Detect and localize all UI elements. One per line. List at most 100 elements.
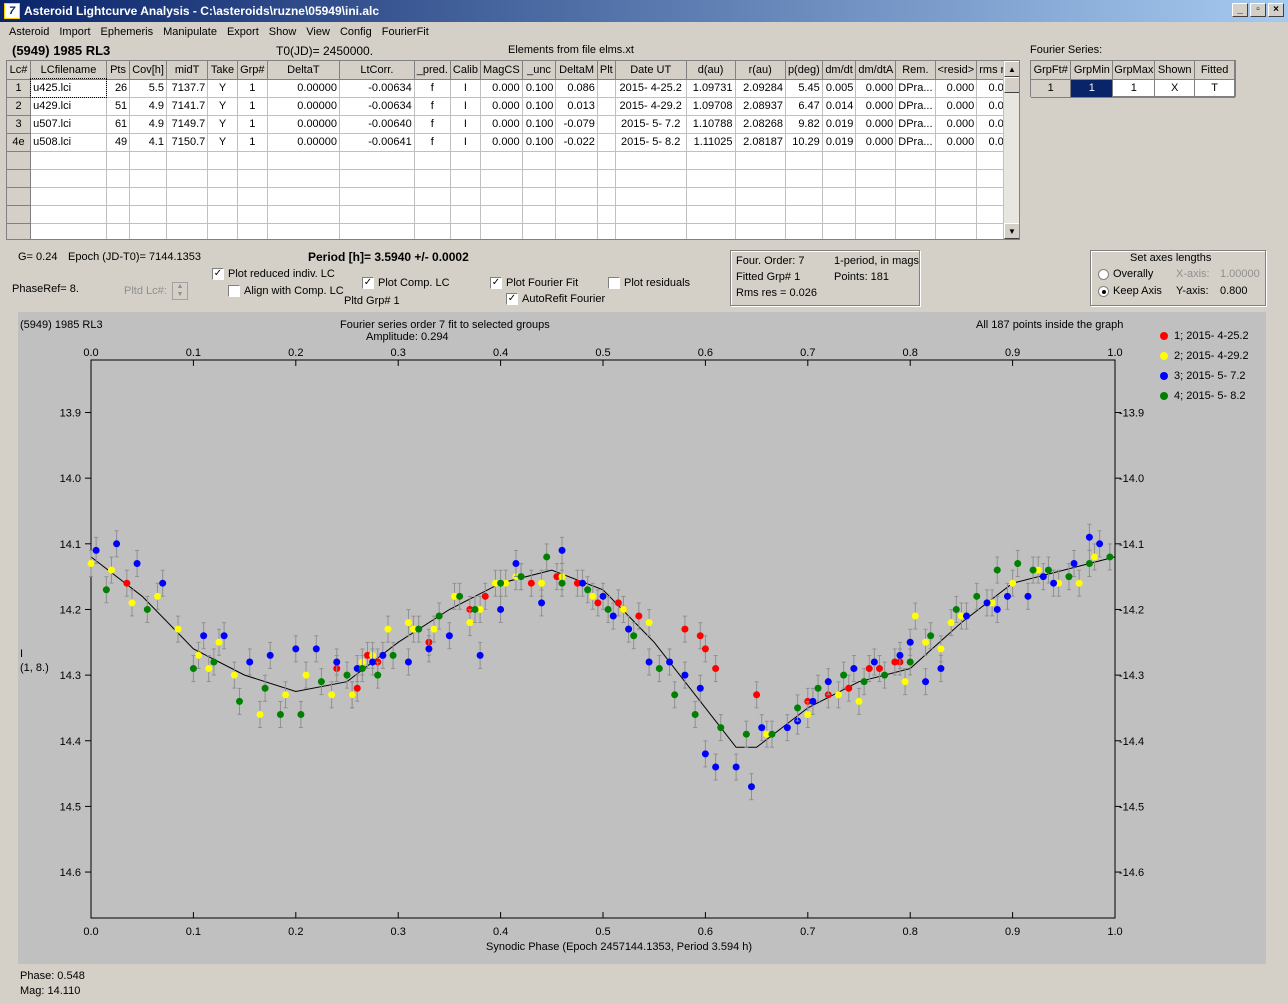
table-cell[interactable] bbox=[267, 205, 341, 224]
table-cell[interactable] bbox=[855, 205, 897, 224]
table-cell[interactable]: 0.000 bbox=[855, 133, 897, 152]
table-cell[interactable]: 0.000 bbox=[480, 115, 523, 134]
table-cell[interactable] bbox=[166, 205, 209, 224]
table-row-empty[interactable] bbox=[7, 187, 1019, 206]
table-cell[interactable] bbox=[129, 205, 167, 224]
table-cell[interactable]: 2.09284 bbox=[735, 79, 786, 98]
table-cell[interactable]: 0.019 bbox=[822, 133, 857, 152]
table-cell[interactable]: I bbox=[450, 97, 481, 116]
table-cell[interactable] bbox=[30, 223, 107, 239]
pltd-lc-spinner[interactable]: ▲ ▼ bbox=[172, 282, 188, 300]
autorefit-checkbox[interactable]: ✓ AutoRefit Fourier bbox=[506, 293, 605, 306]
table-cell[interactable] bbox=[597, 169, 616, 188]
fourier-cell-grpmax[interactable]: 1 bbox=[1112, 79, 1156, 98]
table-cell[interactable] bbox=[615, 169, 687, 188]
table-cell[interactable] bbox=[855, 151, 897, 170]
table-row[interactable]: 1 u425.lci 26 5.5 7137.7 Y 1 0.00000 -0.00634 f I 0… bbox=[7, 78, 1019, 98]
table-cell[interactable]: 0.000 bbox=[480, 79, 523, 98]
table-cell[interactable]: 5.5 bbox=[129, 79, 167, 98]
table-cell[interactable] bbox=[895, 169, 936, 188]
table-cell[interactable] bbox=[935, 151, 978, 170]
col-header-19[interactable]: dm/dt bbox=[822, 61, 857, 80]
table-cell[interactable] bbox=[615, 205, 687, 224]
fourier-col-shown[interactable]: Shown bbox=[1154, 61, 1196, 80]
table-cell[interactable]: 7141.7 bbox=[166, 97, 209, 116]
table-cell[interactable]: 0.00000 bbox=[267, 133, 341, 152]
table-cell[interactable] bbox=[450, 223, 481, 239]
table-cell[interactable] bbox=[686, 169, 736, 188]
table-cell[interactable]: u507.lci bbox=[30, 115, 107, 134]
menu-fourierfit[interactable]: FourierFit bbox=[381, 25, 429, 38]
table-cell[interactable]: 4e bbox=[7, 133, 32, 152]
table-cell[interactable] bbox=[237, 205, 268, 224]
table-cell[interactable]: -0.079 bbox=[555, 115, 598, 134]
table-scrollbar[interactable]: ▲ ▼ bbox=[1003, 61, 1019, 239]
table-cell[interactable]: 4.9 bbox=[129, 97, 167, 116]
table-cell[interactable] bbox=[555, 223, 598, 239]
chart-svg[interactable]: 0.0 0.0 0.1 0.1 0.2 0.2 0.3 0.3 0.4 0.4 0.5 0.5 0.6 0… bbox=[18, 312, 1266, 964]
restore-button[interactable]: ▫ bbox=[1250, 3, 1266, 17]
table-cell[interactable] bbox=[895, 223, 936, 239]
table-cell[interactable] bbox=[480, 151, 523, 170]
table-cell[interactable] bbox=[935, 169, 978, 188]
table-cell[interactable]: 1 bbox=[237, 115, 268, 134]
table-cell[interactable] bbox=[785, 151, 823, 170]
table-cell[interactable] bbox=[686, 205, 736, 224]
close-button[interactable]: × bbox=[1268, 3, 1284, 17]
table-cell[interactable] bbox=[237, 169, 268, 188]
table-cell[interactable]: DPra... bbox=[895, 115, 936, 134]
col-header-22[interactable]: <resid> bbox=[935, 61, 978, 80]
table-cell[interactable]: 0.000 bbox=[855, 97, 897, 116]
align-comp-checkbox[interactable]: Align with Comp. LC bbox=[228, 285, 344, 298]
table-cell[interactable] bbox=[935, 187, 978, 206]
table-cell[interactable] bbox=[855, 169, 897, 188]
table-cell[interactable] bbox=[480, 187, 523, 206]
table-cell[interactable] bbox=[7, 205, 32, 224]
table-cell[interactable]: 0.013 bbox=[555, 97, 598, 116]
table-cell[interactable]: 0.000 bbox=[935, 133, 978, 152]
table-row-empty[interactable] bbox=[7, 205, 1019, 224]
table-cell[interactable]: 26 bbox=[106, 79, 131, 98]
table-cell[interactable]: f bbox=[414, 79, 451, 98]
fourier-cell-grpft[interactable]: 1 bbox=[1031, 79, 1072, 98]
table-cell[interactable]: u429.lci bbox=[30, 97, 107, 116]
table-cell[interactable] bbox=[7, 151, 32, 170]
table-cell[interactable] bbox=[267, 151, 341, 170]
table-cell[interactable] bbox=[735, 187, 786, 206]
table-cell[interactable] bbox=[895, 187, 936, 206]
table-cell[interactable] bbox=[30, 169, 107, 188]
table-cell[interactable]: f bbox=[414, 115, 451, 134]
menu-ephemeris[interactable]: Ephemeris bbox=[100, 25, 154, 38]
table-cell[interactable] bbox=[855, 187, 897, 206]
col-header-13[interactable]: DeltaM bbox=[555, 61, 598, 80]
table-cell[interactable] bbox=[450, 187, 481, 206]
col-header-10[interactable]: Calib bbox=[450, 61, 481, 80]
table-cell[interactable] bbox=[207, 151, 238, 170]
table-cell[interactable] bbox=[166, 223, 209, 239]
col-header-1[interactable]: LCfilename bbox=[30, 61, 107, 80]
table-cell[interactable] bbox=[822, 205, 857, 224]
table-cell[interactable]: 2015- 5- 7.2 bbox=[615, 115, 687, 134]
col-header-12[interactable]: _unc bbox=[522, 61, 557, 80]
table-cell[interactable] bbox=[339, 205, 415, 224]
table-cell[interactable]: 0.000 bbox=[935, 97, 978, 116]
table-cell[interactable]: 0.000 bbox=[480, 97, 523, 116]
table-cell[interactable]: 10.29 bbox=[785, 133, 823, 152]
table-cell[interactable]: 1.10788 bbox=[686, 115, 736, 134]
table-cell[interactable]: 1 bbox=[237, 79, 268, 98]
table-cell[interactable]: 1.11025 bbox=[686, 133, 736, 152]
table-cell[interactable]: Y bbox=[207, 97, 238, 116]
table-cell[interactable]: 0.005 bbox=[822, 79, 857, 98]
table-cell[interactable]: 1 bbox=[7, 79, 32, 98]
table-cell[interactable]: 51 bbox=[106, 97, 131, 116]
table-cell[interactable]: 1 bbox=[237, 97, 268, 116]
col-header-18[interactable]: p(deg) bbox=[785, 61, 823, 80]
table-cell[interactable] bbox=[339, 151, 415, 170]
table-cell[interactable]: 3 bbox=[7, 115, 32, 134]
table-cell[interactable] bbox=[267, 223, 341, 239]
table-cell[interactable]: 6.47 bbox=[785, 97, 823, 116]
table-cell[interactable]: 0.100 bbox=[522, 115, 557, 134]
table-cell[interactable] bbox=[686, 223, 736, 239]
table-cell[interactable] bbox=[129, 169, 167, 188]
fourier-col-fitted[interactable]: Fitted bbox=[1194, 61, 1235, 80]
